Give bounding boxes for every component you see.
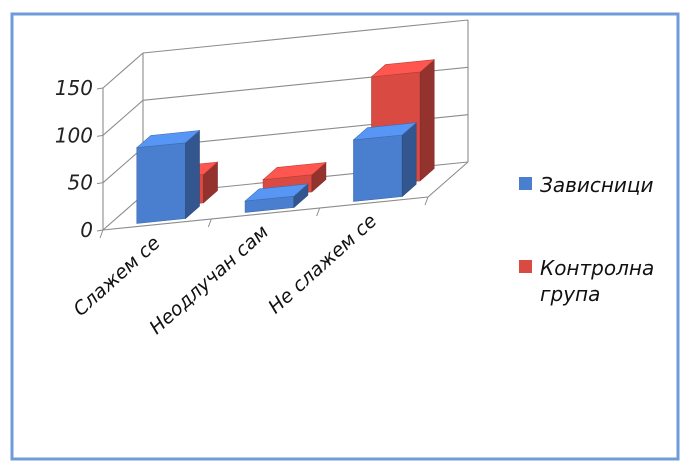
- chart-border: [10, 12, 680, 461]
- bar-top-face: [352, 122, 418, 141]
- bar-0-1: [244, 183, 309, 213]
- y-tick-mark: [96, 182, 104, 185]
- bar-side-face: [419, 59, 435, 182]
- y-tick-label: 100: [55, 123, 93, 147]
- bar-top-face: [135, 130, 201, 149]
- y-tick-labels: 0 50 100 150: [55, 76, 93, 242]
- x-tick-mark: [99, 229, 104, 239]
- legend-label-kontrolna: Контролна група: [540, 256, 661, 306]
- bar-0-2: [352, 122, 418, 202]
- legend-swatch-kontrolna: [519, 260, 532, 273]
- bar-side-face: [401, 122, 417, 198]
- bar-side-face: [185, 129, 200, 220]
- x-tick-mark: [316, 207, 321, 217]
- x-tick-mark: [207, 218, 212, 228]
- y-tick-mark: [96, 87, 104, 90]
- y-tick-mark: [96, 134, 104, 137]
- bar-top-face: [370, 59, 436, 78]
- bar-front-face: [136, 142, 186, 224]
- bar-front-face: [353, 134, 403, 202]
- legend: Зависници Контролна група: [519, 173, 661, 306]
- axes: [96, 20, 469, 239]
- y-tick-label: 50: [68, 171, 93, 195]
- y-tick-label: 0: [80, 218, 93, 242]
- y-tick-mark: [96, 229, 104, 232]
- bar-0-0: [135, 129, 201, 224]
- y-tick-label: 150: [55, 76, 93, 100]
- bar-top-face: [244, 183, 309, 202]
- x-tick-mark: [424, 196, 429, 206]
- legend-swatch-zavisnici: [519, 177, 532, 190]
- bars: [135, 59, 436, 224]
- legend-label-zavisnici: Зависници: [540, 173, 654, 197]
- bar-top-face: [262, 162, 327, 181]
